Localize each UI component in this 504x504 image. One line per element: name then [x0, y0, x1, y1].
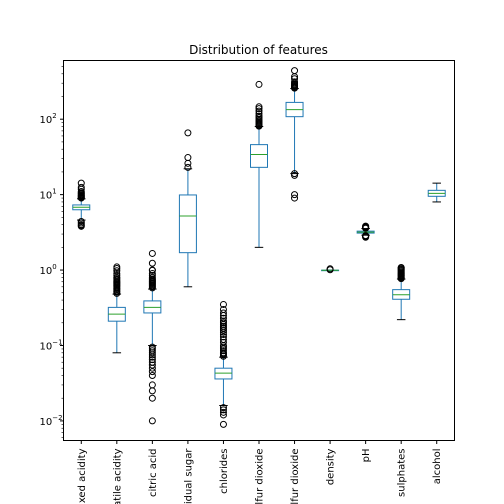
- flier-point: [255, 110, 263, 118]
- flier-point: [219, 347, 227, 355]
- flier-point: [219, 305, 227, 313]
- y-axis: 10−2 10−1 100 101 102: [40, 66, 64, 438]
- flier-point: [397, 264, 405, 272]
- flier-point: [148, 361, 156, 369]
- flier-point: [255, 112, 263, 120]
- flier-point: [148, 347, 156, 355]
- flier-point: [148, 270, 156, 278]
- x-tick-label: total sulfur dioxide: [290, 449, 301, 504]
- flier-point: [113, 267, 121, 275]
- flier-point: [219, 300, 227, 308]
- flier-point: [148, 266, 156, 274]
- y-tick-label: 10−2: [40, 414, 63, 428]
- flier-point: [77, 218, 85, 226]
- x-tick-label: free sulfur dioxide: [255, 449, 266, 504]
- flier-point: [184, 154, 192, 162]
- box-group-9: [392, 264, 411, 321]
- flier-point: [77, 179, 85, 187]
- flier-point: [148, 358, 156, 366]
- flier-point: [77, 183, 85, 191]
- flier-point: [113, 273, 121, 281]
- flier-point: [291, 67, 299, 75]
- flier-point: [219, 404, 227, 412]
- flier-point: [148, 417, 156, 425]
- flier-point: [184, 129, 192, 137]
- flier-point: [362, 232, 370, 240]
- flier-point: [219, 333, 227, 341]
- plot-frame: [63, 60, 455, 441]
- flier-point: [148, 381, 156, 389]
- flier-point: [148, 249, 156, 257]
- flier-point: [219, 314, 227, 322]
- flier-point: [148, 343, 156, 351]
- flier-point: [291, 78, 299, 86]
- flier-point: [219, 338, 227, 346]
- flier-point: [184, 163, 192, 171]
- flier-point: [219, 420, 227, 428]
- box-group-4: [214, 300, 233, 428]
- flier-point: [148, 356, 156, 364]
- flier-point: [255, 103, 263, 111]
- flier-point: [148, 394, 156, 402]
- box-group-7: [321, 265, 340, 274]
- flier-point: [291, 191, 299, 199]
- box-group-3: [178, 129, 197, 288]
- flier-point: [219, 408, 227, 416]
- flier-point: [362, 222, 370, 230]
- flier-point: [148, 271, 156, 279]
- box-group-10: [427, 182, 446, 203]
- flier-point: [148, 273, 156, 281]
- box-iqr: [250, 144, 268, 168]
- flier-point: [148, 372, 156, 380]
- x-tick-label: citric acid: [148, 449, 159, 498]
- x-tick-label: residual sugar: [183, 448, 194, 504]
- x-tick-label: sulphates: [397, 449, 408, 497]
- flier-point: [326, 265, 334, 273]
- flier-point: [291, 194, 299, 202]
- flier-point: [148, 259, 156, 267]
- flier-point: [113, 263, 121, 271]
- box-group-1: [107, 263, 126, 354]
- box-group-6: [285, 67, 304, 202]
- y-tick-label: 10−1: [40, 338, 63, 352]
- flier-point: [113, 270, 121, 278]
- flier-point: [148, 368, 156, 376]
- box-group-8: [356, 222, 375, 241]
- flier-point: [77, 188, 85, 196]
- box-iqr: [178, 194, 197, 254]
- flier-point: [291, 75, 299, 83]
- flier-point: [219, 324, 227, 332]
- box-group-2: [143, 249, 162, 425]
- flier-point: [219, 411, 227, 419]
- box-group-5: [250, 80, 268, 248]
- y-tick-label: 101: [40, 188, 57, 202]
- x-tick-label: volatile acidity: [112, 448, 123, 504]
- flier-point: [219, 406, 227, 414]
- plot-content: [72, 67, 446, 428]
- flier-point: [219, 309, 227, 317]
- y-tick-label: 100: [40, 263, 57, 277]
- x-axis: fixed acidity volatile acidity citric acid…: [77, 440, 443, 504]
- x-tick-label: chlorides: [219, 449, 230, 494]
- flier-point: [219, 336, 227, 344]
- chart-title: Distribution of features: [189, 43, 328, 57]
- flier-point: [255, 105, 263, 113]
- x-tick-label: density: [326, 448, 337, 485]
- flier-point: [113, 271, 121, 279]
- x-tick-label: alcohol: [432, 449, 443, 485]
- x-tick-label: pH: [361, 449, 372, 463]
- flier-point: [255, 107, 263, 115]
- x-tick-label: fixed acidity: [77, 448, 88, 504]
- flier-point: [255, 80, 263, 88]
- y-tick-label: 102: [40, 112, 57, 126]
- box-group-0: [72, 179, 91, 230]
- flier-point: [291, 170, 299, 178]
